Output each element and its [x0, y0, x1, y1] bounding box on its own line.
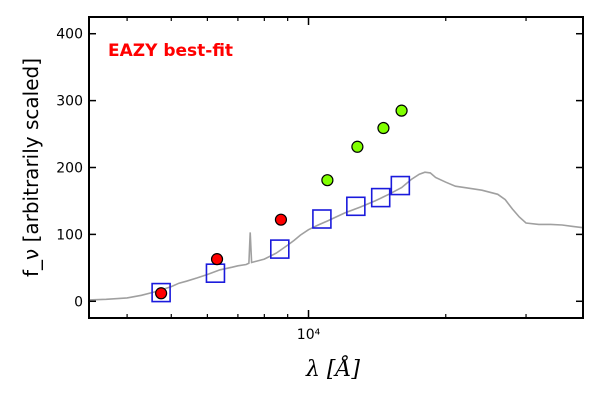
y-tick-label: 400: [56, 27, 83, 43]
y-tick-label: 100: [56, 227, 83, 243]
model-flux-square: [370, 187, 391, 208]
model-flux-square: [151, 282, 171, 303]
y-axis-label: f_ν [arbitrarily scaled]: [19, 58, 43, 277]
y-tick-label: 300: [56, 94, 83, 110]
model-spectrum-line: [88, 171, 584, 301]
model-flux-square: [312, 209, 332, 229]
observed-flux-point-red: [210, 253, 224, 266]
axis-ticks-layer: [89, 17, 584, 318]
observed-flux-point-green: [351, 140, 364, 153]
y-tick-labels: 0 100 200 300 400: [56, 27, 83, 311]
observed-flux-point-green: [377, 121, 390, 135]
model-spectrum-layer: [88, 171, 584, 301]
observed-flux-point-green: [321, 174, 334, 187]
observed-photometry-layer: [155, 104, 408, 300]
x-axis-label: λ [Å]: [305, 354, 360, 382]
y-tick-label: 0: [74, 294, 83, 310]
observed-flux-point-red: [155, 287, 168, 300]
model-flux-square: [390, 175, 411, 196]
x-tick-labels: 10⁴: [297, 327, 321, 343]
model-flux-square: [346, 196, 366, 217]
observed-flux-point-red: [274, 213, 288, 226]
observed-flux-point-green: [395, 104, 408, 117]
annotation-text: EAZY best-fit: [108, 41, 233, 61]
model-photometry-layer: [151, 175, 411, 303]
model-flux-square: [269, 239, 290, 259]
y-tick-label: 200: [56, 161, 83, 177]
plot-frame: [88, 16, 584, 319]
x-tick-label: 10⁴: [297, 327, 321, 343]
